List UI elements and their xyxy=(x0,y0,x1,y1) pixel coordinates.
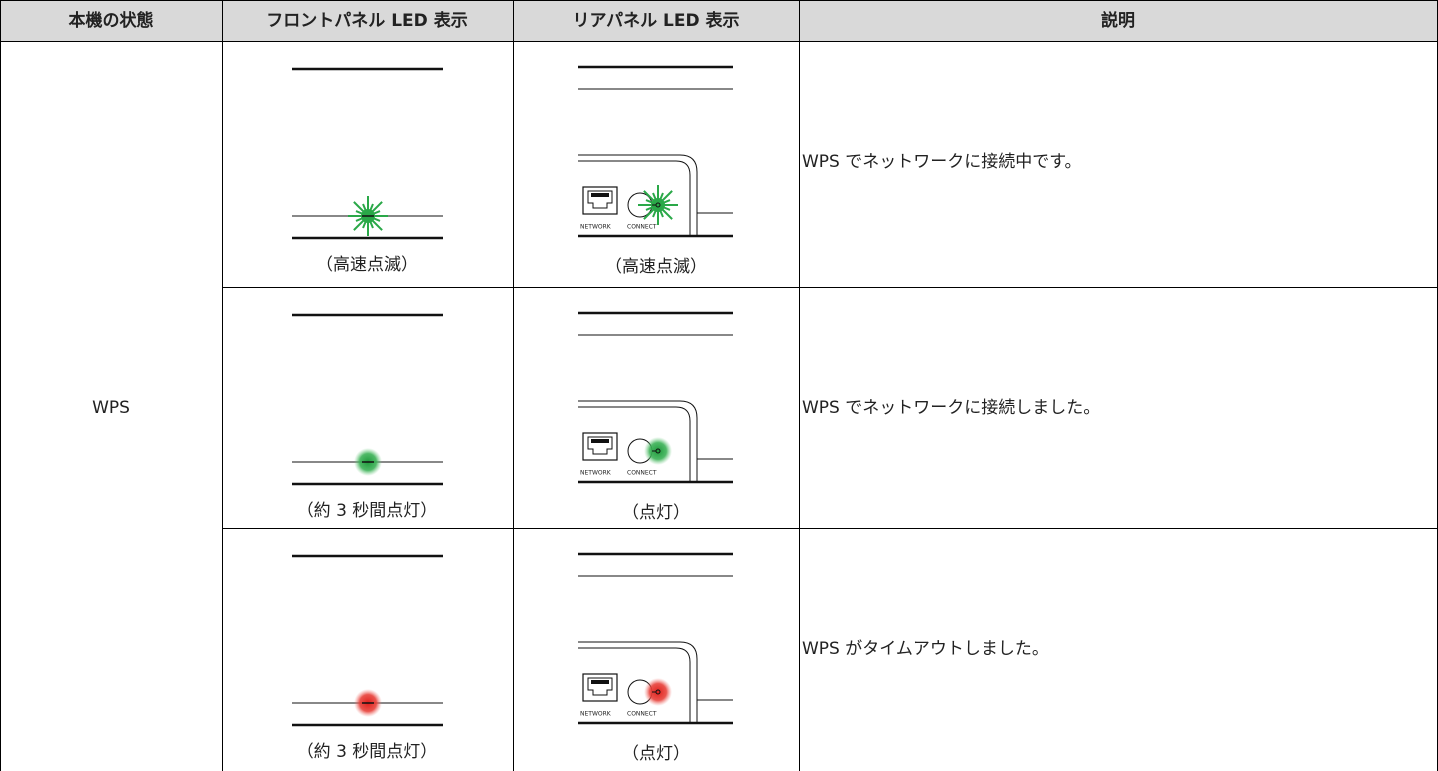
front-caption: （高速点滅） xyxy=(316,255,418,275)
led xyxy=(644,437,672,465)
state-cell: WPS xyxy=(92,398,130,418)
network-pins xyxy=(591,439,609,443)
network-pins xyxy=(591,193,609,197)
header-cell: リアパネル LED 表示 xyxy=(572,10,739,31)
front-caption: （約 3 秒間点灯） xyxy=(297,742,438,762)
network-port-inner xyxy=(587,677,613,696)
network-port xyxy=(582,432,618,461)
description: WPS がタイムアウトしました。 xyxy=(802,639,1049,659)
led xyxy=(644,678,672,706)
description: WPS でネットワークに接続しました。 xyxy=(802,398,1100,418)
port-label: NETWORK xyxy=(580,470,612,477)
led xyxy=(651,198,665,212)
header-cell: 本機の状態 xyxy=(69,10,154,31)
rear-caption: （点灯） xyxy=(622,503,690,523)
rear-caption: （点灯） xyxy=(622,744,690,764)
network-port-inner xyxy=(587,436,613,455)
device-outline xyxy=(578,400,698,482)
network-pins xyxy=(591,680,609,684)
network-port-inner xyxy=(587,190,613,209)
front-caption: （約 3 秒間点灯） xyxy=(297,501,438,521)
network-port xyxy=(582,673,618,702)
port-label: NETWORK xyxy=(580,711,612,718)
header-cell: フロントパネル LED 表示 xyxy=(266,10,467,31)
header-bg xyxy=(0,0,1438,41)
port-label: CONNECT xyxy=(627,470,657,477)
device-outline xyxy=(578,154,698,236)
port-label: CONNECT xyxy=(627,711,657,718)
port-label: NETWORK xyxy=(580,224,612,231)
rear-caption: （高速点滅） xyxy=(605,257,707,277)
network-port xyxy=(582,186,618,215)
device-outline xyxy=(578,641,698,723)
port-label: CONNECT xyxy=(627,224,657,231)
description: WPS でネットワークに接続中です。 xyxy=(802,152,1082,172)
header-cell: 説明 xyxy=(1101,10,1135,31)
